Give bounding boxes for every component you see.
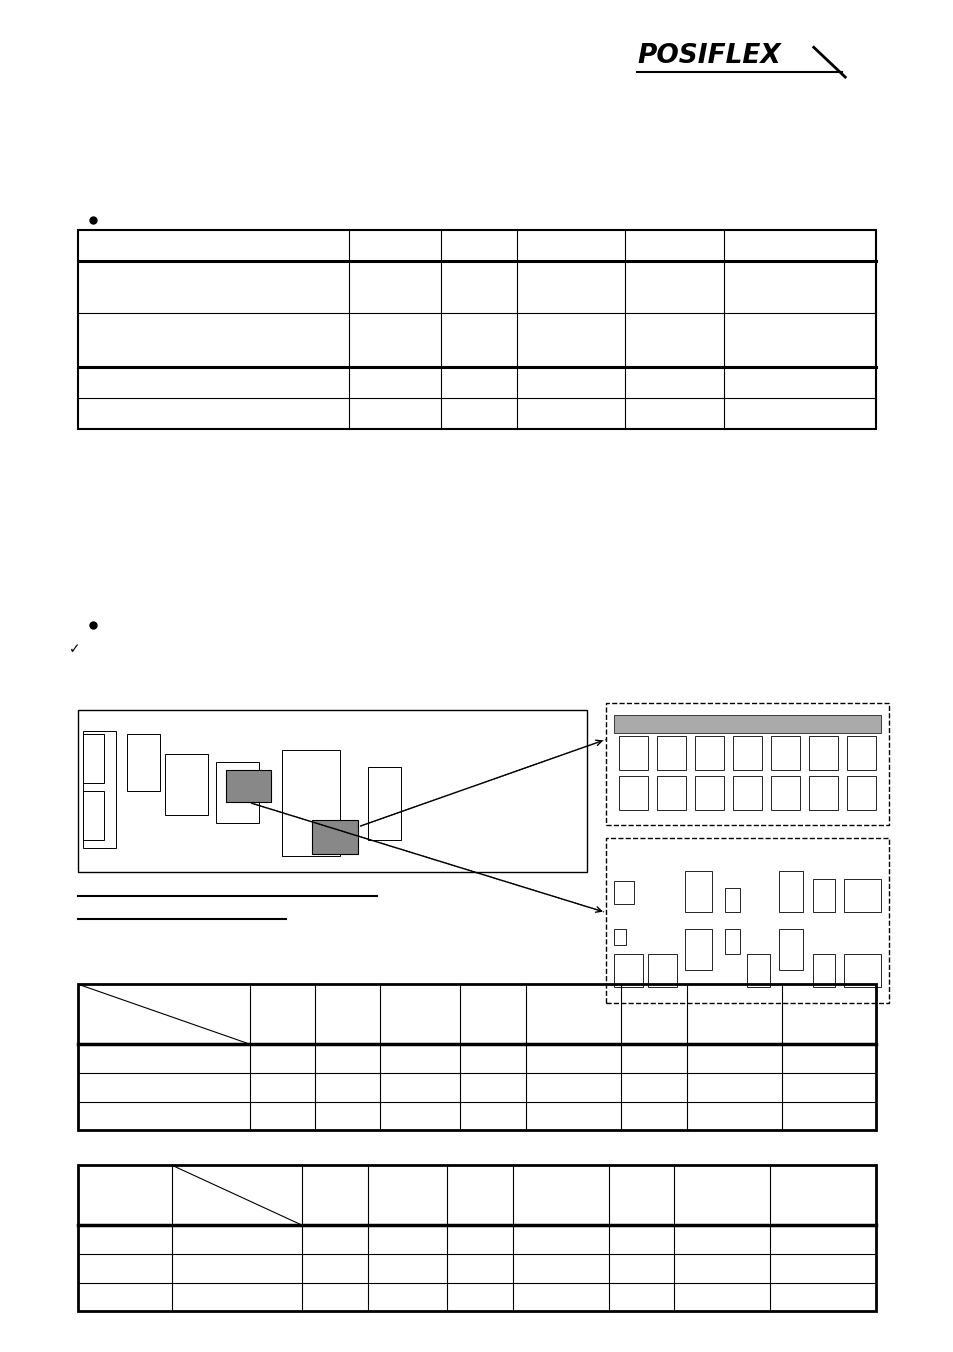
Bar <box>614 715 880 733</box>
Bar <box>684 871 711 913</box>
Bar <box>605 703 888 825</box>
Bar <box>846 776 875 810</box>
Bar <box>747 953 769 987</box>
Bar <box>215 761 258 823</box>
Bar <box>812 880 835 913</box>
Bar <box>695 735 723 771</box>
Bar <box>778 871 801 913</box>
Bar <box>165 753 208 815</box>
Bar <box>614 953 642 987</box>
Bar <box>808 776 837 810</box>
Bar <box>78 710 586 872</box>
Bar <box>605 838 888 1003</box>
Bar <box>83 734 104 783</box>
Text: POSIFLEX: POSIFLEX <box>637 43 781 69</box>
Bar <box>618 776 647 810</box>
Bar <box>808 735 837 771</box>
Bar <box>846 735 875 771</box>
Bar <box>724 929 740 953</box>
Bar <box>770 776 799 810</box>
Bar <box>842 880 880 913</box>
Bar <box>83 791 104 840</box>
Bar <box>78 230 875 429</box>
Bar <box>127 734 159 791</box>
Bar <box>281 750 339 856</box>
Bar <box>618 735 647 771</box>
Bar <box>724 888 740 913</box>
Bar <box>78 984 875 1130</box>
Bar <box>657 776 685 810</box>
Bar <box>842 953 880 987</box>
Bar <box>368 767 400 840</box>
Bar <box>733 776 760 810</box>
Bar <box>312 821 357 854</box>
Bar <box>695 776 723 810</box>
Bar <box>770 735 799 771</box>
Bar <box>684 929 711 971</box>
Bar <box>733 735 760 771</box>
Text: ✓: ✓ <box>69 642 80 656</box>
Bar <box>812 953 835 987</box>
Bar <box>657 735 685 771</box>
Bar <box>614 929 625 945</box>
Bar <box>614 882 634 904</box>
Bar <box>648 953 676 987</box>
Bar <box>778 929 801 971</box>
Bar <box>226 769 272 802</box>
Bar <box>78 1165 875 1311</box>
Bar <box>83 731 116 848</box>
